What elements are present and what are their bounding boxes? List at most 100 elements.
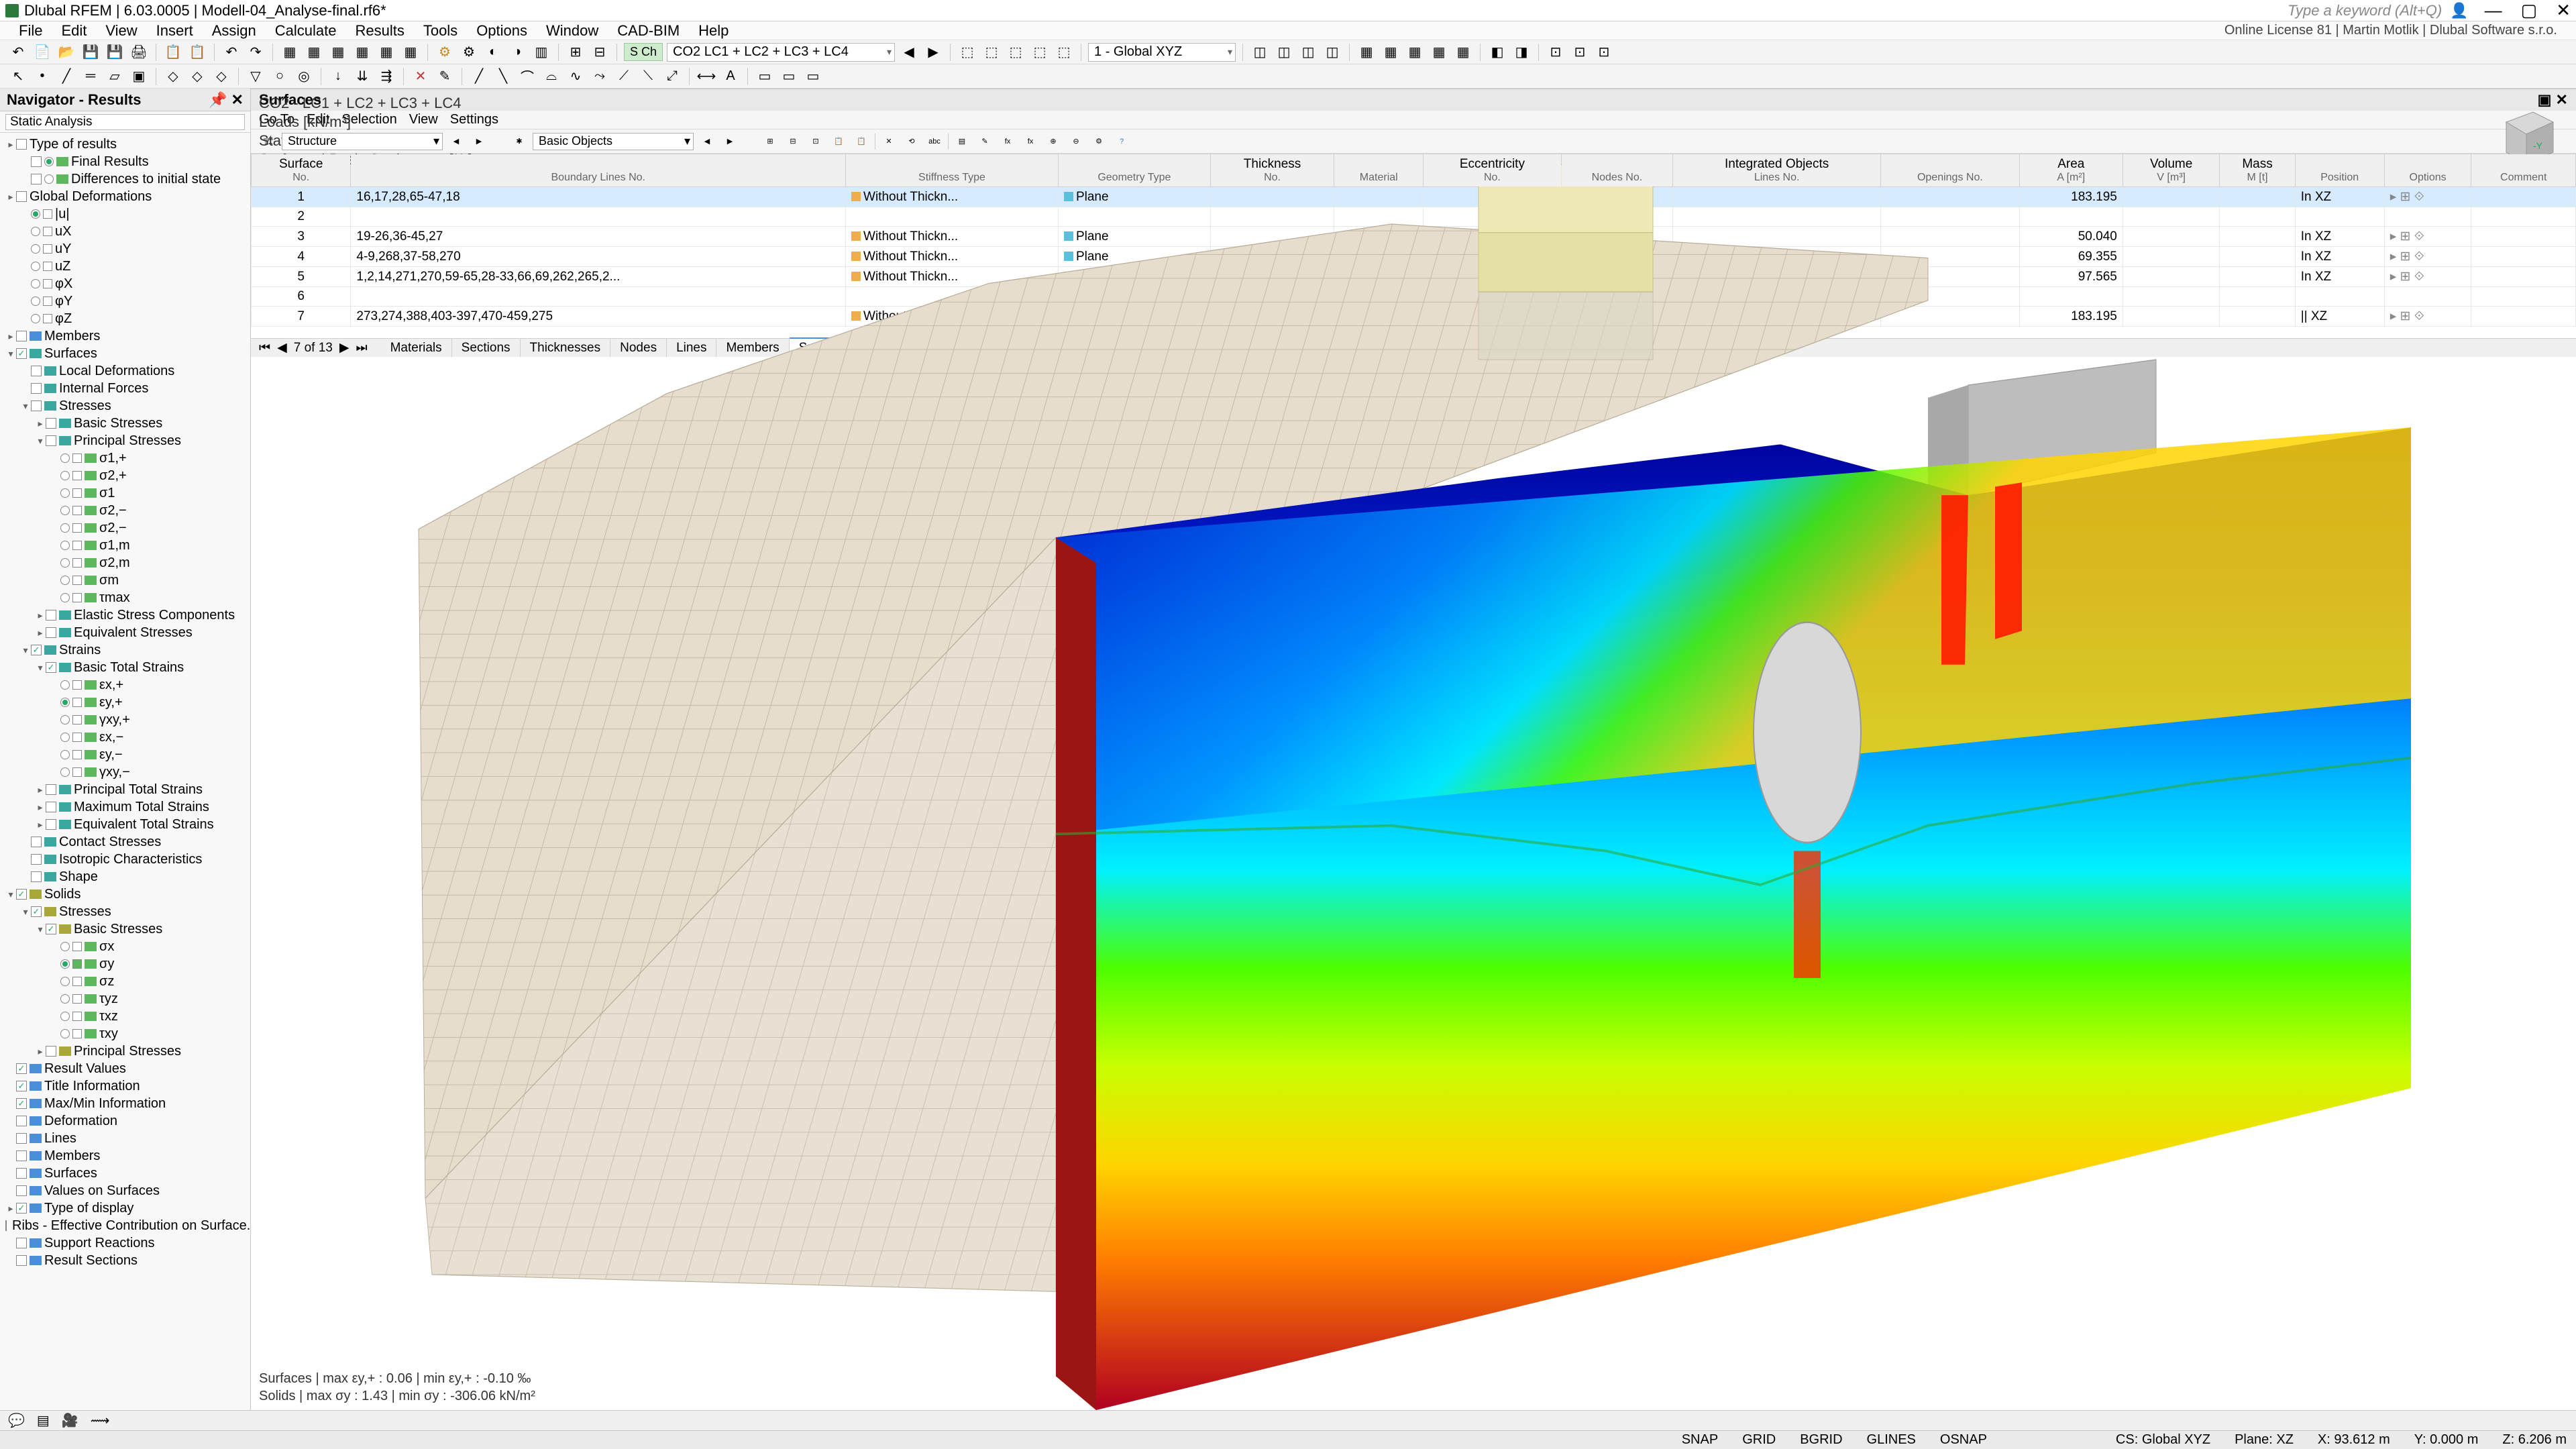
viewport[interactable]: CO2 - LC1 + LC2 + LC3 + LC4Loads [kN/m³]… xyxy=(251,89,2576,1410)
grid-icon[interactable]: ▦ xyxy=(280,42,300,62)
loadcase-combo[interactable]: CO2 LC1 + LC2 + LC3 + LC4 xyxy=(667,43,895,62)
col-header[interactable]: Boundary Lines No. xyxy=(351,154,846,187)
s1-icon[interactable]: ◫ xyxy=(1250,42,1270,62)
glines-indicator[interactable]: GLINES xyxy=(1867,1432,1916,1448)
results-icon[interactable]: ◐ xyxy=(483,42,503,62)
s12-icon[interactable]: ⊡ xyxy=(1546,42,1566,62)
tree-item[interactable]: σ1,+ xyxy=(0,449,250,467)
tree-item[interactable]: σy xyxy=(0,955,250,973)
s9-icon[interactable]: ▦ xyxy=(1453,42,1473,62)
tree-item[interactable]: |u| xyxy=(0,205,250,223)
col-header[interactable]: Nodes No. xyxy=(1561,154,1673,187)
tree-item[interactable]: ▾Stresses xyxy=(0,903,250,920)
filter-icon[interactable]: ▥ xyxy=(531,42,551,62)
load1-icon[interactable]: ↓ xyxy=(328,66,348,87)
tree-item[interactable]: Internal Forces xyxy=(0,380,250,397)
tree-item[interactable]: φX xyxy=(0,275,250,292)
m3-icon[interactable]: ▭ xyxy=(803,66,823,87)
undo2-icon[interactable]: ↶ xyxy=(221,42,241,62)
m1-icon[interactable]: ▭ xyxy=(755,66,775,87)
undo-icon[interactable]: ↶ xyxy=(8,42,28,62)
structure-combo[interactable]: Structure xyxy=(282,133,443,150)
l4-icon[interactable]: ⌓ xyxy=(541,66,561,87)
s7-icon[interactable]: ▦ xyxy=(1405,42,1425,62)
calc-icon[interactable]: ⚙ xyxy=(435,42,455,62)
s6-icon[interactable]: ▦ xyxy=(1381,42,1401,62)
tree-item[interactable]: ▸Members xyxy=(0,327,250,345)
paste-icon[interactable]: 📋 xyxy=(187,42,207,62)
txt-icon[interactable]: A xyxy=(720,66,741,87)
tree-item[interactable]: Support Reactions xyxy=(0,1234,250,1252)
menu-window[interactable]: Window xyxy=(546,22,598,39)
new-icon[interactable]: 📄 xyxy=(32,42,52,62)
redo-icon[interactable]: ↷ xyxy=(246,42,266,62)
col-header[interactable]: SurfaceNo. xyxy=(252,154,351,187)
tree-item[interactable]: σm xyxy=(0,572,250,589)
load2-icon[interactable]: ⇊ xyxy=(352,66,372,87)
tree-item[interactable]: Local Deformations xyxy=(0,362,250,380)
dim-icon[interactable]: ⟷ xyxy=(696,66,716,87)
col-header[interactable]: Openings No. xyxy=(1881,154,2020,187)
l2-icon[interactable]: ╲ xyxy=(493,66,513,87)
tree-item[interactable]: τmax xyxy=(0,589,250,606)
tree-item[interactable]: ▾Basic Total Strains xyxy=(0,659,250,676)
cs-combo[interactable]: 1 - Global XYZ xyxy=(1088,43,1236,62)
save-icon[interactable]: 💾 xyxy=(80,42,101,62)
col-header[interactable]: Geometry Type xyxy=(1058,154,1210,187)
col-header[interactable]: Integrated ObjectsLines No. xyxy=(1673,154,1881,187)
saveall-icon[interactable]: 💾 xyxy=(105,42,125,62)
pin-icon[interactable]: 📌 ✕ xyxy=(209,91,244,109)
tree-item[interactable]: Result Sections xyxy=(0,1252,250,1269)
objects-combo[interactable]: Basic Objects xyxy=(533,133,694,150)
solid-icon[interactable]: ▣ xyxy=(129,66,149,87)
sup-icon[interactable]: ▽ xyxy=(246,66,266,87)
menu-tools[interactable]: Tools xyxy=(423,22,458,39)
tree-item[interactable]: Lines xyxy=(0,1130,250,1147)
bgrid-indicator[interactable]: BGRID xyxy=(1800,1432,1842,1448)
tree-item[interactable]: Ribs - Effective Contribution on Surface… xyxy=(0,1217,250,1234)
menu-edit[interactable]: Edit xyxy=(61,22,87,39)
grid6-icon[interactable]: ▦ xyxy=(400,42,421,62)
tree-item[interactable]: σ2,− xyxy=(0,519,250,537)
tree-item[interactable]: ▾Principal Stresses xyxy=(0,432,250,449)
tree-item[interactable]: ▾Surfaces xyxy=(0,345,250,362)
t2-icon[interactable]: ⬚ xyxy=(981,42,1002,62)
minimize-button[interactable]: — xyxy=(2485,0,2502,21)
t5-icon[interactable]: ⬚ xyxy=(1054,42,1074,62)
print-icon[interactable]: 🖨 xyxy=(129,42,149,62)
osnap-indicator[interactable]: OSNAP xyxy=(1940,1432,1987,1448)
m2-icon[interactable]: ▭ xyxy=(779,66,799,87)
s13-icon[interactable]: ⊡ xyxy=(1570,42,1590,62)
tree-item[interactable]: σ2,− xyxy=(0,502,250,519)
s8-icon[interactable]: ▦ xyxy=(1429,42,1449,62)
tree-item[interactable]: ▾Strains xyxy=(0,641,250,659)
grid-indicator[interactable]: GRID xyxy=(1742,1432,1776,1448)
tree-item[interactable]: εy,+ xyxy=(0,694,250,711)
panel1-icon[interactable]: 💬 xyxy=(8,1412,25,1429)
lc-next-icon[interactable]: ▶ xyxy=(923,42,943,62)
col-header[interactable]: AreaA [m²] xyxy=(2019,154,2123,187)
col-header[interactable]: Comment xyxy=(2471,154,2576,187)
d2-icon[interactable]: ◇ xyxy=(187,66,207,87)
col-header[interactable]: Position xyxy=(2295,154,2384,187)
tree-item[interactable]: εy,− xyxy=(0,746,250,763)
col-header[interactable]: Material xyxy=(1334,154,1424,187)
grid3-icon[interactable]: ▦ xyxy=(328,42,348,62)
menu-help[interactable]: Help xyxy=(698,22,729,39)
panel2-icon[interactable]: ▤ xyxy=(37,1412,50,1429)
maximize-button[interactable]: ▢ xyxy=(2521,0,2538,21)
tree-item[interactable]: ▾Stresses xyxy=(0,397,250,415)
tree-item[interactable]: τxz xyxy=(0,1008,250,1025)
l9-icon[interactable]: ⤢ xyxy=(662,66,682,87)
l1-icon[interactable]: ╱ xyxy=(469,66,489,87)
edit-icon[interactable]: ✎ xyxy=(435,66,455,87)
menu-calculate[interactable]: Calculate xyxy=(275,22,337,39)
menu-cad-bim[interactable]: CAD-BIM xyxy=(617,22,680,39)
menu-results[interactable]: Results xyxy=(355,22,404,39)
tree-item[interactable]: σz xyxy=(0,973,250,990)
x-icon[interactable]: ✕ xyxy=(411,66,431,87)
menu-assign[interactable]: Assign xyxy=(212,22,256,39)
lc-prev-icon[interactable]: ◀ xyxy=(899,42,919,62)
open-icon[interactable]: 📂 xyxy=(56,42,76,62)
tree-item[interactable]: εx,+ xyxy=(0,676,250,694)
